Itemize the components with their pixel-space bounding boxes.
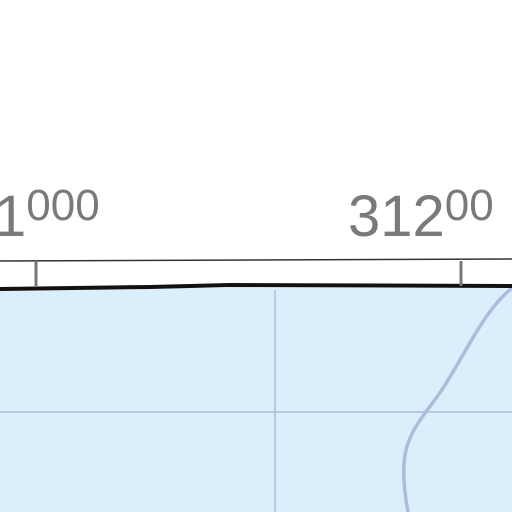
shoreline-contour: [402, 286, 512, 512]
grid-label-left: 1000: [0, 184, 100, 246]
grid-label-right: 31200: [348, 184, 494, 246]
frame-outer-line: [0, 258, 512, 262]
grid-label-left-major: 1: [0, 184, 27, 249]
map-top-margin: [0, 0, 512, 262]
grid-label-right-minor: 00: [444, 181, 494, 230]
water-area: [0, 288, 512, 512]
grid-label-left-minor: 000: [26, 181, 100, 230]
neatline: [0, 282, 512, 291]
grid-label-right-major: 312: [348, 184, 445, 249]
